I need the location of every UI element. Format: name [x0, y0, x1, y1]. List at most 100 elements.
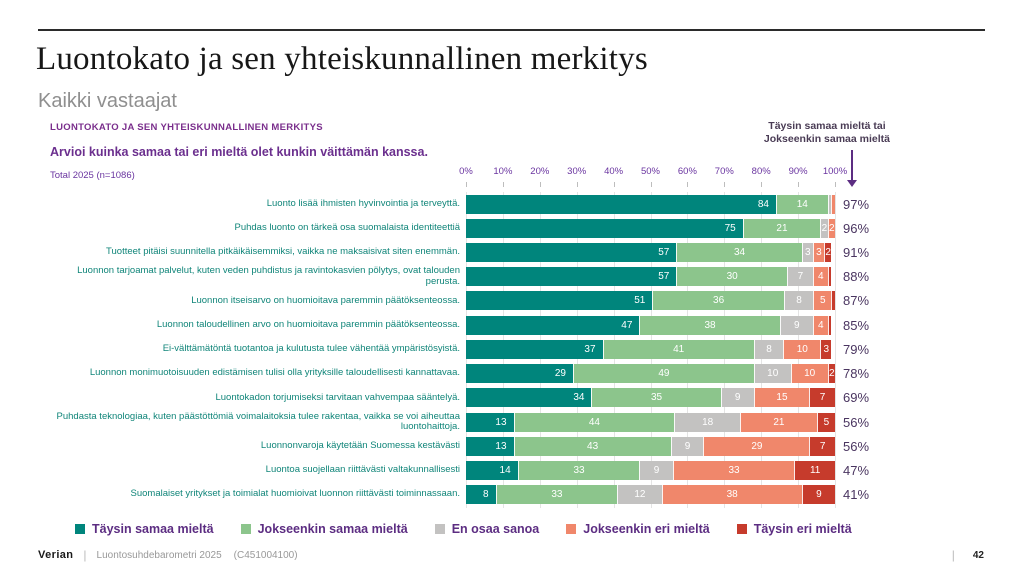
legend-swatch: [566, 524, 577, 534]
page-title: Luontokato ja sen yhteiskunnallinen merk…: [36, 41, 648, 77]
row-label: Luontokadon torjumiseksi tarvitaan vahve…: [215, 391, 460, 403]
bar-segment: 49: [573, 364, 754, 384]
bar: 57 30 7 4: [466, 267, 835, 287]
row-label: Puhdas luonto on tärkeä osa suomalaista …: [234, 222, 460, 234]
bar: 13 43 9 29 7: [466, 436, 835, 456]
bar-segment: 7: [809, 388, 835, 408]
footer: Verian | Luontosuhdebarometri 2025 (C451…: [38, 548, 984, 562]
axis-tick-mark: [650, 182, 652, 187]
chart-heading: LUONTOKATO JA SEN YHTEISKUNNALLINEN MERK…: [50, 122, 323, 133]
bar: 51 36 8 5: [466, 291, 835, 311]
legend-item: Täysin eri mieltä: [736, 522, 852, 536]
chart-row: Luonnon tarjoamat palvelut, kuten veden …: [50, 265, 974, 289]
x-axis: 0% 10% 20% 30% 40% 50% 60% 70% 80% 90% 100%: [50, 118, 974, 190]
row-label: Luonnon itseisarvo on huomioitava paremm…: [191, 294, 460, 306]
bar-segment: 18: [674, 412, 741, 432]
bar: 34 35 9 15 7: [466, 388, 835, 408]
bar-segment: 57: [466, 243, 677, 263]
bar-segment: 3: [812, 243, 824, 263]
row-label: Luonnonvaroja käytetään Suomessa kestävä…: [260, 440, 460, 452]
row-total: 79%: [843, 341, 870, 357]
top-rule: [38, 29, 985, 31]
row-total: 87%: [843, 293, 870, 309]
bar-segment: [831, 291, 835, 311]
bar: 37 41 8 10 3: [466, 339, 835, 359]
annotation-line1: Täysin samaa mieltä tai: [768, 120, 886, 132]
bar-segment: 21: [740, 412, 817, 432]
bar-segment: 11: [794, 461, 835, 481]
bar-segment: 7: [787, 267, 813, 287]
bar-segment: 5: [813, 291, 832, 311]
axis-tick-label: 90%: [788, 166, 808, 177]
bar-segment: 21: [742, 218, 821, 238]
bar-segment: 13: [466, 436, 514, 456]
legend-label: Jokseenkin samaa mieltä: [257, 522, 408, 536]
bar-segment: 4: [812, 267, 828, 287]
axis-tick-label: 0%: [459, 166, 473, 177]
bar: 14 33 9 33 11: [466, 461, 835, 481]
bar: 75 21 2 2: [466, 218, 835, 238]
chart-row: Puhdas luonto on tärkeä osa suomalaista …: [50, 216, 974, 240]
chart-row: Luonnon itseisarvo on huomioitava paremm…: [50, 289, 974, 313]
chart-row: Suomalaiset yritykset ja toimialat huomi…: [50, 483, 974, 507]
chart-row: Ei-välttämätöntä tuotantoa ja kulutusta …: [50, 337, 974, 361]
row-total: 97%: [843, 196, 870, 212]
axis-tick-mark: [502, 182, 504, 187]
bar-segment: 30: [676, 267, 788, 287]
axis-tick-label: 20%: [530, 166, 550, 177]
axis-tick-label: 60%: [677, 166, 697, 177]
row-total: 96%: [843, 220, 870, 236]
legend-swatch: [75, 524, 85, 534]
bar-segment: 9: [779, 315, 813, 335]
bar-segment: 3: [801, 243, 813, 263]
axis-tick-label: 30%: [567, 166, 587, 177]
row-label: Luonto lisää ihmisten hyvinvointia ja te…: [266, 197, 460, 209]
row-total: 47%: [843, 463, 870, 479]
chart-row: Luonnon taloudellinen arvo on huomioitav…: [50, 313, 974, 337]
legend-label: Täysin samaa mieltä: [92, 522, 214, 536]
legend-swatch: [240, 524, 251, 534]
footer-code: (C451004100): [233, 549, 298, 561]
row-total: 78%: [843, 366, 870, 382]
bar-segment: 75: [466, 218, 743, 238]
bar: 47 38 9 4: [466, 315, 835, 335]
axis-tick-label: 40%: [604, 166, 624, 177]
axis-tick-mark: [835, 182, 836, 187]
row-total: 41%: [843, 487, 870, 503]
row-label: Luonnon monimuotoisuuden edistämisen tul…: [89, 367, 460, 379]
axis-tick-mark: [466, 182, 467, 187]
axis-tick-mark: [724, 182, 726, 187]
annotation-line2: Jokseenkin samaa mieltä: [763, 133, 890, 145]
bar: 84 14: [466, 194, 835, 214]
bar-segment: 36: [652, 291, 784, 311]
bar-segment: 38: [661, 485, 802, 505]
legend-item: En osaa sanoa: [434, 522, 539, 536]
axis-tick-mark: [687, 182, 689, 187]
axis-tick-mark: [576, 182, 578, 187]
bar-segment: 9: [801, 485, 835, 505]
bar: 57 34 3 3 2: [466, 243, 835, 263]
bar-segment: 9: [639, 461, 673, 481]
bar-segment: 8: [466, 485, 496, 505]
bar: 13 44 18 21 5: [466, 412, 835, 432]
bar-segment: [827, 194, 832, 214]
chart-row: Puhdasta teknologiaa, kuten päästöttömiä…: [50, 410, 974, 434]
bar-segment: 43: [513, 436, 671, 456]
bar-segment: 34: [676, 243, 802, 263]
bar-segment: 15: [753, 388, 810, 408]
bar-segment: 7: [809, 436, 835, 456]
legend-swatch: [434, 524, 445, 534]
legend-item: Jokseenkin eri mieltä: [566, 522, 710, 536]
stacked-bar-chart: LUONTOKATO JA SEN YHTEISKUNNALLINEN MERK…: [50, 118, 974, 548]
bar-segment: 14: [775, 194, 828, 214]
row-label: Puhdasta teknologiaa, kuten päästöttömiä…: [56, 410, 460, 433]
gridline: [835, 192, 836, 508]
row-total: 56%: [843, 438, 870, 454]
row-label: Tuotteet pitäisi suunnitella pitkäikäise…: [106, 246, 460, 258]
row-label: Suomalaiset yritykset ja toimialat huomi…: [130, 488, 461, 500]
row-total: 85%: [843, 317, 870, 333]
bar-segment: 9: [720, 388, 754, 408]
axis-tick-label: 70%: [714, 166, 734, 177]
chart-row: Luonnonvaroja käytetään Suomessa kestävä…: [50, 434, 974, 458]
footer-source: Luontosuhdebarometri 2025: [96, 549, 222, 561]
